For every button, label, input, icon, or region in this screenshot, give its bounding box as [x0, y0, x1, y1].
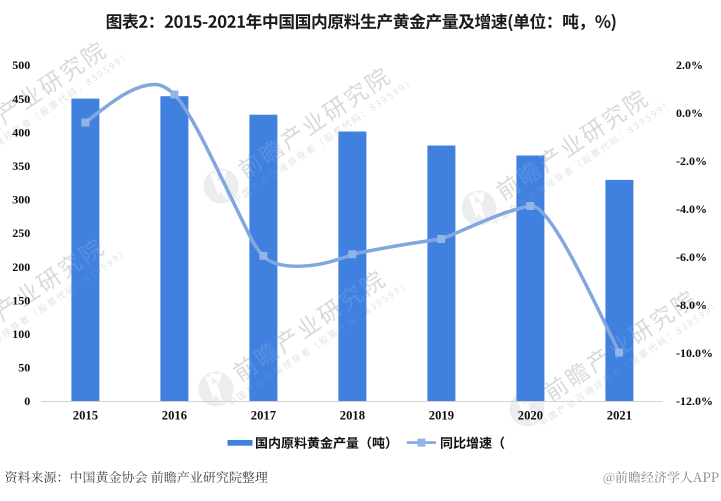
svg-text:2015: 2015 [73, 409, 98, 423]
svg-text:-10.0%: -10.0% [676, 346, 713, 360]
svg-text:150: 150 [12, 293, 30, 307]
svg-text:-8.0%: -8.0% [676, 298, 707, 312]
svg-text:2018: 2018 [340, 409, 365, 423]
svg-text:-2.0%: -2.0% [676, 154, 707, 168]
svg-text:250: 250 [12, 226, 30, 240]
svg-text:2021: 2021 [607, 409, 632, 423]
svg-text:2019: 2019 [429, 409, 454, 423]
svg-text:-12.0%: -12.0% [676, 394, 713, 408]
svg-text:2016: 2016 [162, 409, 187, 423]
svg-text:450: 450 [12, 92, 30, 106]
svg-text:400: 400 [12, 125, 30, 139]
svg-text:2.0%: 2.0% [676, 58, 703, 72]
svg-text:50: 50 [18, 361, 30, 375]
svg-text:100: 100 [12, 327, 30, 341]
svg-text:0.0%: 0.0% [676, 106, 703, 120]
svg-text:2020: 2020 [518, 409, 543, 423]
svg-text:-4.0%: -4.0% [676, 202, 707, 216]
svg-text:200: 200 [12, 260, 30, 274]
svg-text:350: 350 [12, 159, 30, 173]
svg-text:300: 300 [12, 193, 30, 207]
svg-text:0: 0 [24, 394, 30, 408]
svg-text:500: 500 [12, 58, 30, 72]
svg-text:2017: 2017 [251, 409, 276, 423]
svg-text:-6.0%: -6.0% [676, 250, 707, 264]
